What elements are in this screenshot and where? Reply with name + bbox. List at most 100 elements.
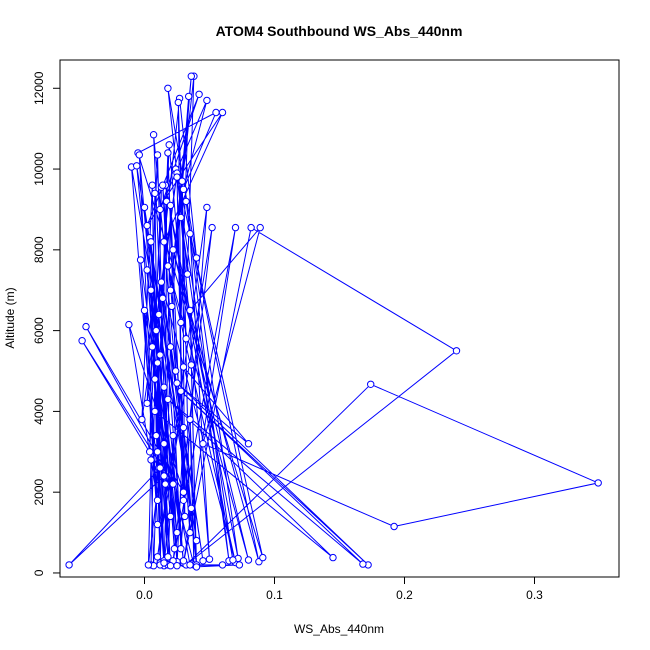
data-point	[187, 361, 196, 369]
data-point	[203, 203, 211, 212]
data-point	[174, 98, 183, 107]
data-point	[452, 347, 461, 355]
data-point	[182, 335, 190, 343]
data-point	[156, 205, 164, 214]
data-point	[153, 496, 162, 504]
data-point	[153, 151, 162, 159]
y-tick-label: 10000	[32, 152, 46, 186]
data-point	[164, 553, 172, 561]
data-point	[147, 286, 155, 294]
data-point	[160, 238, 168, 246]
data-point	[594, 479, 602, 487]
x-axis-label: WS_Abs_440nm	[294, 622, 384, 636]
data-point	[192, 254, 201, 262]
data-point	[177, 387, 185, 395]
data-point	[212, 108, 220, 117]
data-point	[256, 223, 264, 232]
data-point	[179, 363, 188, 371]
data-point	[169, 480, 177, 488]
series-line	[68, 76, 600, 568]
data-point	[179, 423, 188, 432]
x-tick-label: 0.2	[396, 588, 413, 602]
data-point	[179, 496, 188, 504]
data-point	[244, 556, 253, 564]
data-point	[169, 431, 177, 440]
data-point	[177, 318, 185, 327]
data-point	[147, 456, 155, 464]
data-point	[186, 415, 194, 424]
data-point	[156, 351, 164, 359]
data-point	[159, 294, 167, 302]
data-point	[136, 256, 145, 264]
x-tick-label: 0.0	[136, 588, 153, 602]
data-point	[78, 337, 86, 345]
data-point	[178, 177, 186, 185]
data-point	[153, 553, 162, 561]
data-point	[179, 185, 188, 194]
y-tick-label: 2000	[32, 479, 46, 506]
data-point	[229, 556, 237, 564]
x-tick-label: 0.1	[266, 588, 283, 602]
data-point	[148, 181, 157, 189]
data-point	[147, 238, 155, 246]
data-point	[151, 189, 159, 198]
data-point	[367, 380, 375, 388]
series-layer	[65, 72, 602, 571]
data-point	[151, 407, 159, 416]
data-point	[156, 464, 164, 472]
data-point	[259, 553, 267, 562]
data-point	[186, 528, 194, 537]
data-point	[135, 151, 144, 159]
y-tick-label: 0	[32, 569, 46, 576]
data-point	[160, 559, 168, 567]
data-point	[218, 561, 227, 569]
data-point	[195, 90, 203, 99]
data-point	[164, 395, 172, 403]
data-point	[164, 262, 172, 270]
data-point	[329, 553, 337, 562]
data-point	[166, 201, 175, 210]
data-point	[247, 223, 255, 232]
data-point	[168, 302, 176, 311]
data-point	[186, 561, 194, 569]
data-point	[181, 512, 189, 521]
y-tick-label: 12000	[32, 71, 46, 105]
x-axis: 0.0 0.1 0.2 0.3	[136, 576, 543, 602]
data-point	[166, 512, 175, 521]
data-point	[192, 536, 201, 545]
data-point	[153, 448, 162, 456]
data-point	[170, 545, 179, 553]
x-tick-label: 0.3	[526, 588, 543, 602]
data-point	[186, 230, 194, 238]
data-point	[157, 278, 166, 286]
data-point	[203, 96, 211, 105]
data-point	[82, 322, 90, 331]
data-point	[138, 415, 146, 424]
data-point	[164, 84, 172, 93]
data-point	[153, 520, 162, 529]
data-point	[151, 375, 159, 383]
data-point	[133, 162, 141, 170]
data-point	[199, 557, 207, 565]
data-point	[65, 561, 73, 569]
data-point	[140, 306, 149, 315]
data-point	[152, 431, 160, 440]
data-point	[218, 108, 227, 117]
data-point	[140, 203, 149, 212]
y-tick-label: 4000	[32, 398, 46, 425]
data-point	[173, 528, 181, 537]
y-tick-label: 8000	[32, 236, 46, 263]
data-point	[166, 286, 175, 294]
data-point	[149, 131, 158, 139]
data-point	[179, 488, 188, 496]
data-point	[160, 383, 168, 391]
data-point	[183, 270, 192, 278]
data-point	[231, 223, 240, 232]
y-tick-label: 6000	[32, 317, 46, 344]
data-point	[160, 440, 168, 448]
data-point	[205, 555, 214, 563]
data-point	[143, 221, 151, 230]
data-point	[244, 440, 253, 448]
data-point	[160, 472, 168, 480]
